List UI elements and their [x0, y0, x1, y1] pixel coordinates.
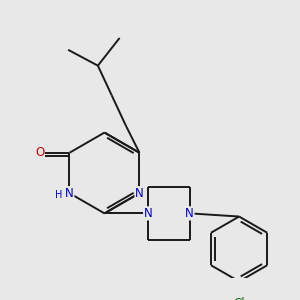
Text: H: H — [55, 190, 62, 200]
Text: N: N — [185, 207, 194, 220]
Text: N: N — [65, 187, 74, 200]
Text: Cl: Cl — [233, 297, 245, 300]
Text: O: O — [35, 146, 44, 159]
Text: N: N — [144, 207, 152, 220]
Text: N: N — [135, 187, 144, 200]
